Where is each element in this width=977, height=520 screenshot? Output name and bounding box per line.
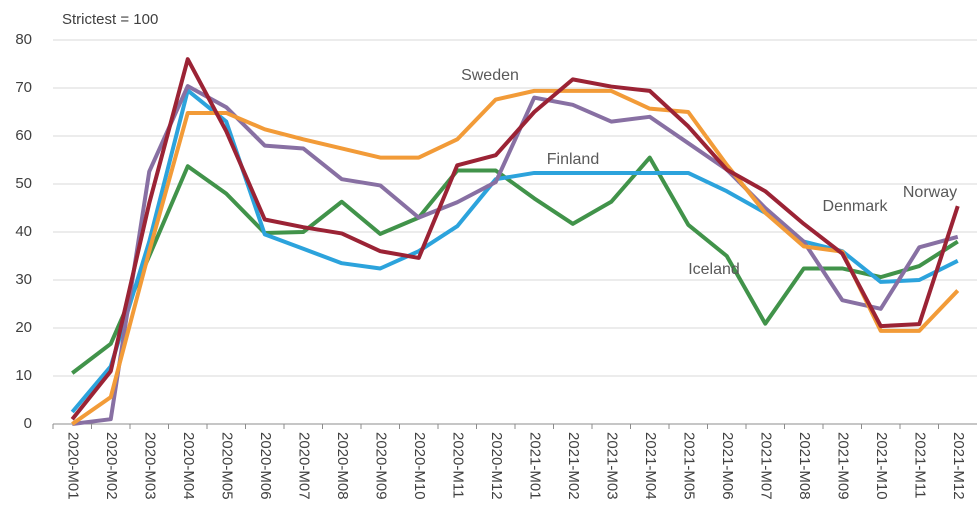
x-tick-label: 2021-M05 [680,432,697,500]
chart-subtitle: Strictest = 100 [62,11,158,28]
x-tick-label: 2021-M04 [642,432,659,500]
x-tick-label: 2020-M04 [180,432,197,500]
x-tick-label: 2020-M11 [449,432,466,498]
series-line [71,88,960,426]
series-label: Sweden [461,67,519,84]
x-tick-label: 2021-M03 [603,432,620,500]
x-tick-label: 2020-M08 [334,432,351,500]
x-tick-label: 2021-M02 [565,432,582,500]
y-tick-label: 10 [15,367,32,384]
x-tick-label: 2020-M03 [141,432,158,500]
y-tick-label: 50 [15,175,32,192]
x-tick-label: 2020-M09 [372,432,389,500]
x-tick-label: 2020-M10 [411,432,428,500]
y-tick-label: 70 [15,79,32,96]
y-tick-label: 40 [15,223,32,240]
x-tick-label: 2021-M11 [911,432,928,498]
series-line [71,155,959,375]
series-label: Denmark [823,198,889,215]
x-tick-label: 2020-M05 [218,432,235,500]
series-label: Norway [903,184,957,201]
x-tick-label: 2021-M10 [873,432,890,500]
series-label: Iceland [688,261,740,278]
x-tick-label: 2021-M08 [796,432,813,500]
series-line [70,57,960,421]
x-tick-label: 2021-M01 [526,432,543,500]
y-tick-label: 80 [15,31,32,48]
x-tick-label: 2020-M02 [103,432,120,500]
x-tick-label: 2020-M01 [64,432,81,500]
x-tick-label: 2020-M06 [257,432,274,500]
y-tick-label: 60 [15,127,32,144]
series-label: Finland [547,151,599,168]
x-tick-label: 2020-M07 [295,432,312,500]
x-tick-label: 2020-M12 [488,432,505,500]
x-tick-label: 2021-M06 [719,432,736,500]
y-tick-label: 0 [24,415,32,432]
x-tick-label: 2021-M12 [950,432,967,500]
y-tick-label: 20 [15,319,32,336]
series-line [72,84,959,426]
y-tick-label: 30 [15,271,32,288]
x-tick-label: 2021-M07 [757,432,774,500]
x-tick-label: 2021-M09 [834,432,851,500]
